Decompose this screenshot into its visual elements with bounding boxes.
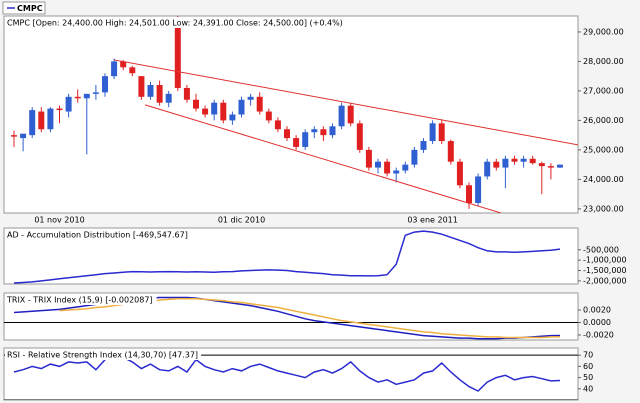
candle-body [129,67,136,74]
candle-body [92,92,99,94]
candle-body [111,61,118,77]
candle-body [311,129,318,133]
y-tick-label: 50 [583,373,593,382]
y-tick-label: 29,000.00 [583,27,624,36]
candle-body [447,141,454,162]
candle-body [83,93,90,99]
candle-body [393,170,400,174]
candle-body [375,161,381,168]
candle-body [138,76,145,97]
candle-body [493,161,500,168]
y-tick-label: 26,000.00 [583,116,624,125]
candle-body [384,161,391,174]
candle-body [466,185,472,203]
candle-body [365,149,372,168]
candle-body [484,161,491,177]
panel-title-box [5,17,346,28]
candle-body [538,163,545,167]
candle-body [529,158,536,164]
y-tick-label: -1,000,000 [583,256,627,265]
candle-body [411,149,418,165]
y-tick-label: 27,000.00 [583,86,624,95]
candle-body [511,158,518,162]
candle-body [220,102,227,121]
candle-body [156,85,163,103]
candle-body [302,132,309,147]
candle-body [65,96,72,112]
candle-body [520,158,527,162]
candle-body [211,102,218,115]
y-tick-label: -0.0020 [583,331,614,340]
y-tick-label: 25,000.00 [583,145,624,154]
candle-body [38,111,45,130]
candle-body [20,133,27,139]
y-tick-label: 0.0020 [583,306,611,315]
candle-body [165,93,172,103]
y-tick-label: 60 [583,362,593,371]
candle-body [502,158,509,168]
candle-body [29,110,36,136]
candle-body [329,126,336,136]
panel-title-box [5,349,202,360]
candle-body [256,96,263,112]
candle-body [438,123,445,142]
series-line [13,230,561,284]
candle-body [274,120,281,130]
candle-body [420,141,427,150]
trendline [144,104,503,213]
panel-title: CMPC [Open: 24,400.00 High: 24,501.00 Lo… [7,19,343,28]
candle-body [102,76,108,93]
panel-title: TRIX - TRIX Index (15,9) [-0.002087] [6,296,153,305]
plot-area [13,230,561,284]
y-tick-label: -500,000 [583,245,619,254]
y-tick-label: -2,000,000 [583,276,627,285]
x-tick-label: 01 nov 2010 [34,216,84,225]
y-tick-label: 70 [583,351,593,360]
candle-body [47,108,54,130]
candle-body [247,96,254,100]
trendline [114,59,578,146]
y-tick-label: 24,000.00 [583,175,624,184]
candle-body [120,61,127,68]
candle-body [557,164,563,168]
x-tick-label: 03 ene 2011 [407,216,458,225]
candle-body [183,87,190,100]
candle-body [429,123,436,142]
candle-body [284,129,290,139]
candle-body [202,108,209,115]
candle-body [347,105,354,124]
candle-body [147,85,154,97]
candle-body [293,138,300,147]
y-tick-label: 23,000.00 [583,204,624,213]
panel-title: RSI - Relative Strength Index (14,30,70)… [7,351,198,360]
y-tick-label: 40 [583,384,593,393]
candle-body [56,108,63,111]
candle-body [74,96,81,99]
candle-body [174,20,181,88]
candle-body [456,161,463,186]
candle-body [229,114,236,121]
candle-body [193,99,199,109]
plot-area [11,16,578,213]
panel-title-box [5,229,191,240]
candle-body [475,176,482,203]
candle-body [11,135,17,137]
candle-body [265,111,272,121]
y-tick-label: 28,000.00 [583,57,624,66]
symbol-tab [2,1,46,15]
candle-body [356,123,363,150]
panel-title-box [5,294,157,305]
panel-title: AD - Accumulation Distribution [-469,547… [7,231,188,240]
y-tick-label: 0.0000 [583,318,611,327]
candle-body [402,164,409,171]
panel [3,15,579,214]
x-tick-label: 01 dic 2010 [218,216,265,225]
candle-body [320,129,327,136]
candle-body [238,99,245,115]
candle-body [338,105,345,127]
y-tick-label: -1,500,000 [583,266,627,275]
symbol-label: CMPC [17,4,43,13]
candle-body [547,166,554,168]
